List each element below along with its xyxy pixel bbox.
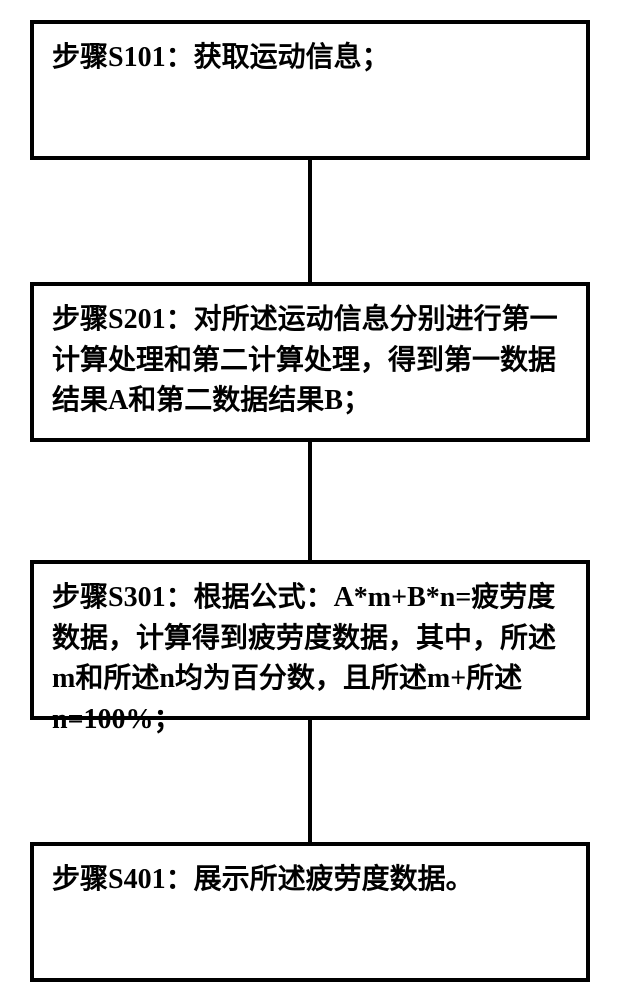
step-s401-box: 步骤S401：展示所述疲劳度数据。 [30,842,590,982]
step-s301-box: 步骤S301：根据公式：A*m+B*n=疲劳度数据，计算得到疲劳度数据，其中，所… [30,560,590,720]
flowchart-container: 步骤S101：获取运动信息； 步骤S201：对所述运动信息分别进行第一计算处理和… [0,0,643,1003]
connector-3 [308,720,312,842]
connector-1 [308,160,312,282]
connector-2 [308,442,312,560]
step-s101-text: 步骤S101：获取运动信息； [52,38,390,79]
step-s201-box: 步骤S201：对所述运动信息分别进行第一计算处理和第二计算处理，得到第一数据结果… [30,282,590,442]
step-s401-text: 步骤S401：展示所述疲劳度数据。 [52,860,474,901]
step-s101-box: 步骤S101：获取运动信息； [30,20,590,160]
step-s201-text: 步骤S201：对所述运动信息分别进行第一计算处理和第二计算处理，得到第一数据结果… [52,300,568,422]
step-s301-text: 步骤S301：根据公式：A*m+B*n=疲劳度数据，计算得到疲劳度数据，其中，所… [52,578,568,740]
